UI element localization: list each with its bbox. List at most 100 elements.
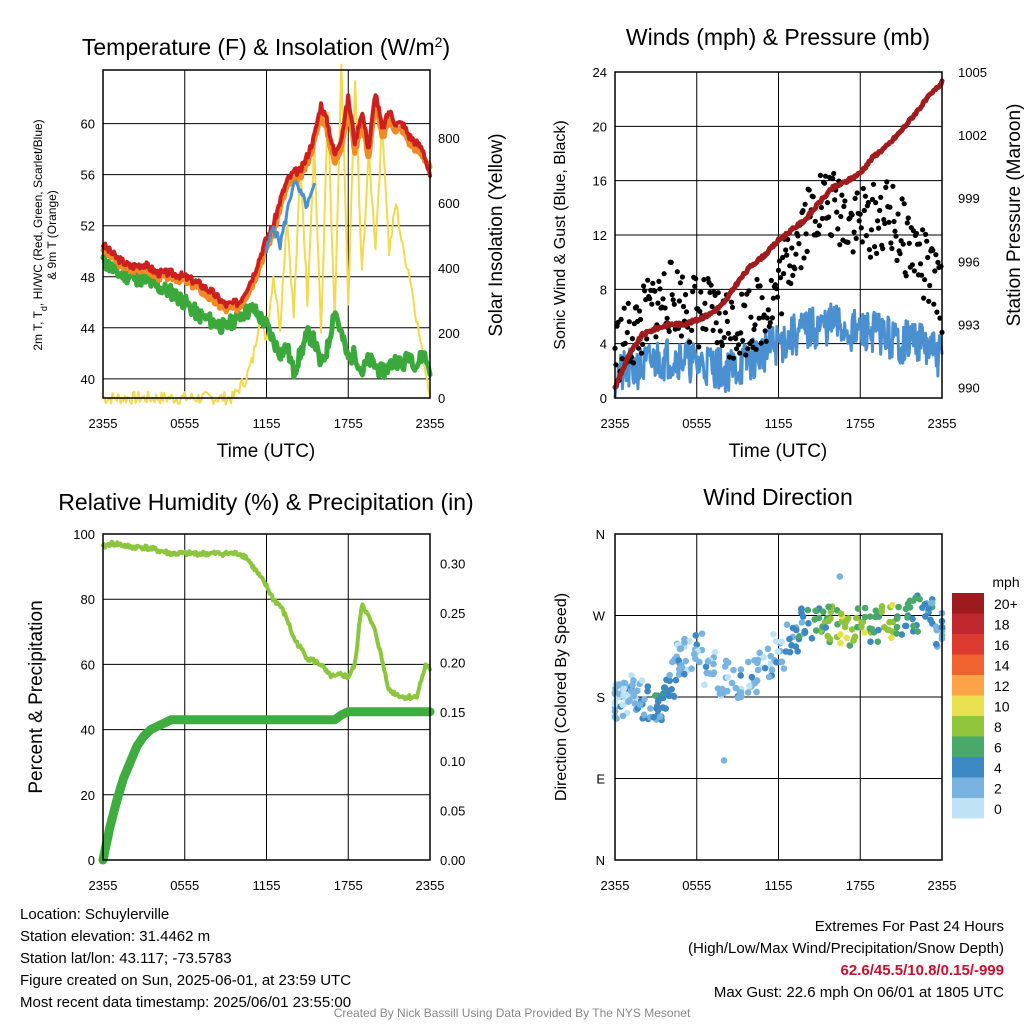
gust-point [770,295,777,301]
colorbar-tick: 6 [994,740,1002,756]
direction-point [914,628,921,635]
direction-point [672,676,680,684]
y-tick-label: N [596,853,605,868]
y2-tick-label: 993 [958,317,980,332]
gust-point [759,295,765,301]
y2-tick-label: 1005 [958,65,987,80]
y2-tick-label: 0 [438,391,445,406]
direction-point [737,672,744,679]
y2-tick-label: 990 [958,380,980,395]
gust-point [852,195,858,201]
gust-point [749,338,755,344]
direction-point [866,613,874,620]
direction-point [910,622,917,630]
gust-point [815,231,822,237]
gust-point [697,308,703,314]
gust-point [892,228,898,234]
direction-point [721,663,729,670]
colorbar-swatch [952,777,984,798]
station-info: Location: Schuylerville Station elevatio… [20,904,351,1014]
colorbar-tick: 16 [994,637,1010,653]
direction-point [764,645,772,653]
direction-point [925,605,933,613]
gust-point [696,344,702,350]
direction-point [756,649,763,657]
gust-point [933,252,939,258]
direction-point [625,698,632,705]
colorbar-swatch [952,634,984,655]
gust-point [722,310,729,316]
chart-title: Winds (mph) & Pressure (mb) [626,24,930,50]
direction-point [746,682,753,690]
gust-point [817,172,824,178]
gust-point [856,218,862,224]
direction-point [760,654,767,661]
direction-point [778,658,786,666]
y-tick-label: 48 [81,270,95,285]
direction-point [628,687,635,695]
x-tick-label: 1155 [253,878,281,893]
gust-point [894,257,900,263]
y2-tick-label: 600 [438,196,460,211]
direction-point [893,615,901,622]
station-latlon: Station lat/lon: 43.117; -73.5783 [20,950,232,967]
gust-point [727,336,734,342]
gust-point [935,259,941,265]
gust-point [713,320,719,326]
direction-point [753,677,761,684]
gust-point [830,175,836,182]
gust-point [650,280,656,286]
y2-tick-label: 0.15 [440,705,465,720]
direction-point [620,692,627,699]
gust-point [745,346,751,352]
direction-point [888,634,895,641]
direction-point [644,683,652,690]
gust-point [626,319,632,325]
colorbar-tick: 4 [994,760,1002,776]
plot-frame [614,71,943,399]
direction-point [878,603,886,610]
gust-point [822,173,829,179]
direction-point [652,692,659,699]
humidity-line [101,539,432,702]
direction-point [675,671,683,678]
sonic-wind-line [613,302,944,399]
direction-point [884,626,891,634]
y2-tick-label: 0.00 [440,853,465,868]
credit-line: Created By Nick Bassill Using Data Provi… [333,1006,691,1020]
direction-point [867,638,874,645]
gust-point [888,240,894,246]
direction-point [704,658,712,665]
x-tick-label: 0555 [682,878,711,893]
gust-point [758,340,764,346]
direction-point [780,665,788,672]
gust-point [705,276,711,282]
direction-point [888,601,896,609]
gust-point [619,356,625,362]
gust-point [934,309,940,315]
y-tick-label: 16 [593,174,607,189]
colorbar-swatch [952,613,984,634]
gust-point [676,298,683,304]
gust-point [622,340,628,346]
direction-point [669,658,676,666]
gust-point [783,247,789,253]
direction-point [666,671,673,679]
direction-point [765,673,773,681]
gust-point [917,261,924,267]
direction-point [665,692,673,700]
direction-point [692,632,699,639]
gust-point [642,288,648,294]
gust-point [870,181,877,187]
gust-point [636,308,643,314]
direction-point [629,681,636,689]
extremes-legend: (High/Low/Max Wind/Precipitation/Snow De… [688,940,1004,957]
gust-point [861,207,867,214]
station-location: Location: Schuylerville [20,906,170,923]
y2-tick-label: 400 [438,261,460,276]
direction-point [744,658,752,666]
dewpoint-line [100,252,433,380]
gust-point [857,211,863,217]
gust-point [789,245,795,251]
direction-point [737,693,745,701]
